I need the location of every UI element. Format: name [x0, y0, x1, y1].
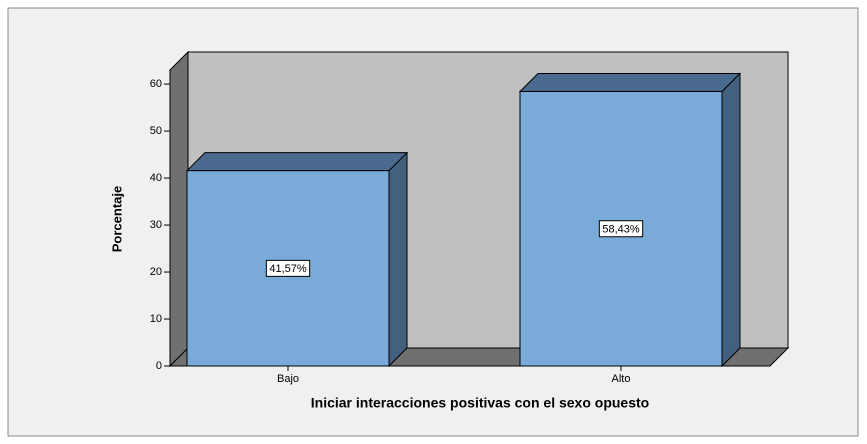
- value-label-box: [598, 220, 644, 238]
- bar-side: [388, 151, 408, 368]
- bar-top: [185, 152, 409, 172]
- y-tick-label: 10: [150, 313, 162, 325]
- y-tick-label: 30: [150, 219, 162, 231]
- bar-top: [518, 72, 742, 92]
- y-tick-label: 50: [150, 125, 162, 137]
- value-label: 41,57%: [269, 263, 307, 275]
- value-label: 58,43%: [602, 224, 640, 236]
- x-tick-label: Alto: [612, 373, 631, 385]
- x-tick-label: Bajo: [277, 373, 299, 385]
- y-axis-label: Porcentaje: [109, 186, 124, 252]
- y-tick-label: 20: [150, 266, 162, 278]
- y-tick-label: 0: [156, 360, 162, 372]
- y-tick-label: 60: [150, 78, 162, 90]
- left-wall: [169, 50, 189, 368]
- value-label-box: [265, 259, 311, 277]
- y-tick-label: 40: [150, 172, 162, 184]
- bar-side: [721, 72, 741, 368]
- x-axis-label: Iniciar interacciones positivas con el s…: [311, 395, 649, 411]
